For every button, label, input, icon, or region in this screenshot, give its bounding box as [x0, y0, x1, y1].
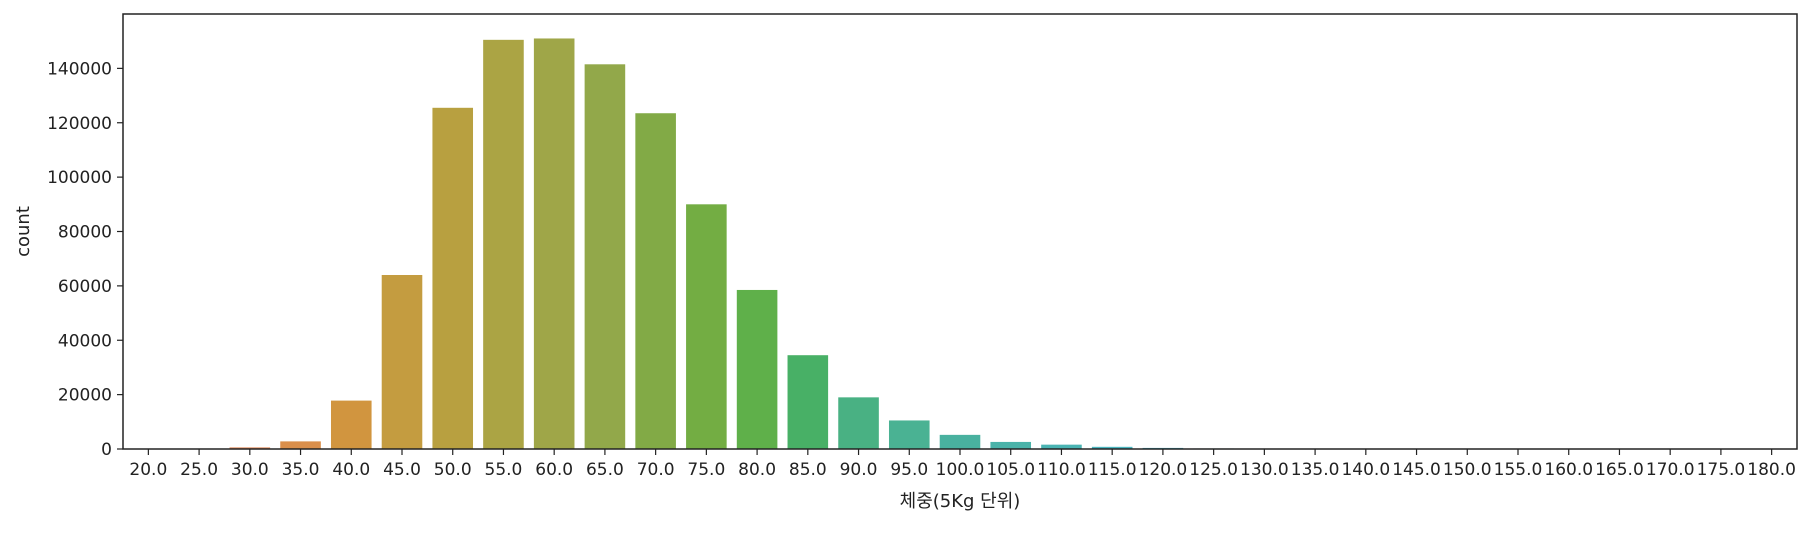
y-tick-label: 40000: [58, 331, 112, 351]
bars-group: [128, 38, 1792, 449]
bar-95.0: [889, 420, 930, 449]
x-tick-label: 120.0: [1139, 460, 1188, 480]
bar-40.0: [331, 401, 372, 449]
x-tick-label: 155.0: [1494, 460, 1543, 480]
y-axis-label: count: [13, 206, 34, 257]
bar-100.0: [940, 435, 981, 449]
x-tick-label: 85.0: [789, 460, 827, 480]
bar-70.0: [635, 113, 676, 449]
x-tick-label: 160.0: [1544, 460, 1593, 480]
y-tick-label: 20000: [58, 386, 112, 406]
bar-65.0: [585, 64, 626, 449]
bar-105.0: [990, 442, 1031, 449]
x-tick-label: 50.0: [434, 460, 472, 480]
y-tick-label: 120000: [47, 114, 112, 134]
y-tick-label: 60000: [58, 277, 112, 297]
y-axis-ticks: 0 20000 40000 60000 80000 100000 120000 140000: [47, 59, 123, 460]
x-tick-label: 70.0: [637, 460, 675, 480]
x-tick-label: 130.0: [1240, 460, 1289, 480]
x-tick-label: 100.0: [936, 460, 985, 480]
x-tick-label: 35.0: [282, 460, 320, 480]
x-axis-label: 체중(5Kg 단위): [900, 491, 1021, 512]
bar-90.0: [838, 397, 879, 449]
x-tick-label: 45.0: [383, 460, 421, 480]
x-tick-label: 105.0: [986, 460, 1035, 480]
x-tick-label: 75.0: [687, 460, 725, 480]
x-tick-label: 140.0: [1341, 460, 1390, 480]
y-tick-label: 0: [101, 440, 112, 460]
x-tick-label: 170.0: [1646, 460, 1695, 480]
x-tick-label: 110.0: [1037, 460, 1086, 480]
bar-45.0: [382, 275, 423, 449]
x-tick-label: 65.0: [586, 460, 624, 480]
bar-60.0: [534, 38, 575, 449]
bar-75.0: [686, 204, 727, 449]
x-tick-label: 165.0: [1595, 460, 1644, 480]
plot-frame: [123, 14, 1797, 449]
y-tick-label: 80000: [58, 223, 112, 243]
x-tick-label: 55.0: [485, 460, 523, 480]
bar-55.0: [483, 40, 524, 449]
bar-80.0: [737, 290, 778, 449]
bar-50.0: [432, 108, 473, 449]
x-axis-ticks: 20.0 25.0 30.0 35.0 40.0 45.0 50.0 55.0 60.0 65.0…: [129, 449, 1796, 480]
x-tick-label: 150.0: [1443, 460, 1492, 480]
x-tick-label: 25.0: [180, 460, 218, 480]
x-tick-label: 60.0: [535, 460, 573, 480]
x-tick-label: 125.0: [1189, 460, 1238, 480]
bar-35.0: [280, 441, 321, 449]
x-tick-label: 175.0: [1697, 460, 1746, 480]
bar-85.0: [788, 355, 829, 449]
x-tick-label: 40.0: [332, 460, 370, 480]
y-tick-label: 140000: [47, 59, 112, 79]
x-tick-label: 135.0: [1291, 460, 1340, 480]
x-tick-label: 95.0: [890, 460, 928, 480]
x-tick-label: 20.0: [129, 460, 167, 480]
x-tick-label: 80.0: [738, 460, 776, 480]
x-tick-label: 115.0: [1088, 460, 1137, 480]
x-tick-label: 145.0: [1392, 460, 1441, 480]
x-tick-label: 90.0: [840, 460, 878, 480]
x-tick-label: 180.0: [1747, 460, 1796, 480]
y-tick-label: 100000: [47, 168, 112, 188]
x-tick-label: 30.0: [231, 460, 269, 480]
